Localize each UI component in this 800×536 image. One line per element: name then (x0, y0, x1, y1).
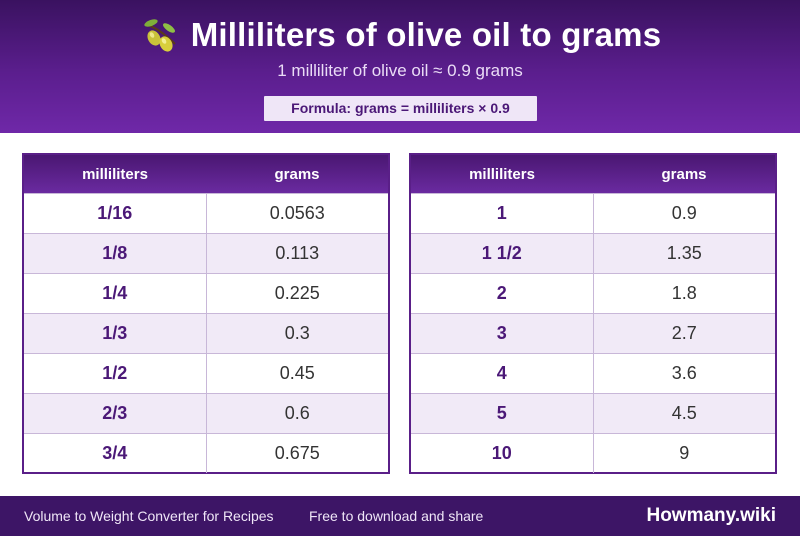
table-row: 1/4 0.225 (24, 273, 388, 313)
column-header-grams: grams (274, 165, 320, 183)
grams-cell: 2.7 (671, 323, 697, 343)
milliliters-cell: 5 (411, 394, 594, 433)
milliliters-cell: 3/4 (24, 434, 207, 473)
milliliters-cell: 1/16 (24, 194, 207, 233)
conversion-table-left: milliliters grams 1/16 0.0563 1/8 0.113 1/… (22, 153, 390, 474)
grams-cell: 0.45 (279, 363, 315, 383)
column-header-milliliters: milliliters (82, 165, 148, 183)
header: Milliliters of olive oil to grams 1 mill… (0, 0, 800, 133)
page-title: Milliliters of olive oil to grams (190, 16, 662, 53)
table-row: 5 4.5 (411, 393, 775, 433)
table-row: 1/16 0.0563 (24, 193, 388, 233)
table-row: 2/3 0.6 (24, 393, 388, 433)
table-row: 10 9 (411, 433, 775, 473)
milliliters-cell: 1/4 (24, 274, 207, 313)
milliliters-cell: 1/8 (24, 234, 207, 273)
grams-cell: 1.35 (666, 243, 702, 263)
grams-cell: 0.113 (275, 243, 320, 263)
title-row: Milliliters of olive oil to grams (0, 12, 800, 58)
milliliters-cell: 2/3 (24, 394, 207, 433)
table-header: milliliters grams (24, 155, 388, 193)
column-header-grams: grams (661, 165, 707, 183)
grams-cell: 4.5 (671, 403, 697, 423)
milliliters-cell: 3 (411, 314, 594, 353)
grams-cell: 0.6 (284, 403, 310, 423)
table-row: 2 1.8 (411, 273, 775, 313)
table-row: 1/2 0.45 (24, 353, 388, 393)
olive-icon (139, 14, 181, 56)
grams-cell: 0.225 (274, 283, 320, 303)
table-header: milliliters grams (411, 155, 775, 193)
milliliters-cell: 1/2 (24, 354, 207, 393)
milliliters-cell: 1 1/2 (411, 234, 594, 273)
milliliters-cell: 1/3 (24, 314, 207, 353)
table-row: 3 2.7 (411, 313, 775, 353)
formula-badge: Formula: grams = milliliters × 0.9 (264, 96, 537, 121)
page-subtitle: 1 milliliter of olive oil ≈ 0.9 grams (277, 61, 523, 80)
footer: Volume to Weight Converter for Recipes F… (0, 496, 800, 536)
grams-cell: 0.9 (671, 203, 697, 223)
table-row: 1 1/2 1.35 (411, 233, 775, 273)
grams-cell: 0.675 (274, 443, 320, 463)
grams-cell: 0.0563 (269, 203, 325, 223)
table-row: 1 0.9 (411, 193, 775, 233)
table-row: 3/4 0.675 (24, 433, 388, 473)
table-row: 1/8 0.113 (24, 233, 388, 273)
table-row: 4 3.6 (411, 353, 775, 393)
milliliters-cell: 1 (411, 194, 594, 233)
milliliters-cell: 4 (411, 354, 594, 393)
column-header-milliliters: milliliters (469, 165, 535, 183)
table-row: 1/3 0.3 (24, 313, 388, 353)
grams-cell: 0.3 (284, 323, 310, 343)
footer-share-text: Free to download and share (309, 508, 484, 524)
footer-brand-link[interactable]: Howmany.wiki (646, 505, 776, 526)
grams-cell: 3.6 (671, 363, 697, 383)
grams-cell: 9 (679, 443, 690, 463)
footer-converter-text: Volume to Weight Converter for Recipes (24, 508, 274, 524)
milliliters-cell: 2 (411, 274, 594, 313)
milliliters-cell: 10 (411, 434, 594, 473)
grams-cell: 1.8 (671, 283, 697, 303)
